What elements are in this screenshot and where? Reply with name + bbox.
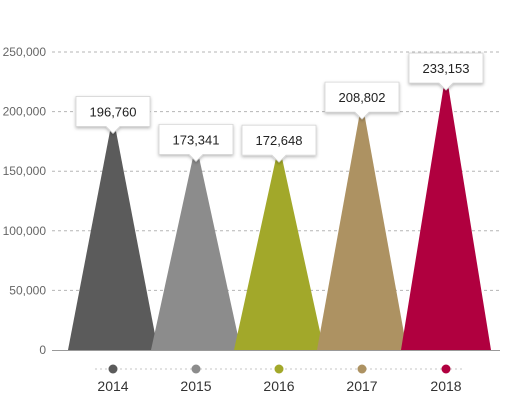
- data-label: 208,802: [339, 90, 386, 105]
- callout-box: [408, 52, 484, 91]
- y-tick-label: 250,000: [3, 45, 47, 59]
- x-tick-label: 2016: [263, 378, 294, 394]
- bar-2015: [151, 143, 241, 350]
- callout-box: [75, 96, 151, 135]
- category-marker: [108, 364, 118, 374]
- data-label-callout: 208,802: [324, 81, 400, 120]
- x-tick-label: 2017: [346, 378, 377, 394]
- category-marker: [441, 364, 451, 374]
- category-marker: [274, 364, 284, 374]
- y-axis-ticks: 0 50,000 100,000 150,000 200,000 250,000: [3, 45, 47, 357]
- data-label-callout: 233,153: [408, 52, 484, 91]
- category-marker: [191, 364, 201, 374]
- y-tick-label: 200,000: [3, 105, 47, 119]
- data-label: 233,153: [423, 61, 470, 76]
- y-tick-label: 150,000: [3, 164, 47, 178]
- bar-2017: [317, 101, 407, 350]
- bars: [68, 72, 491, 350]
- data-labels: 196,760 173,341 172,648 208,802 233,153: [75, 52, 484, 163]
- callout-box: [241, 124, 317, 163]
- data-label: 196,760: [90, 104, 137, 119]
- x-tick-label: 2014: [97, 378, 128, 394]
- y-tick-label: 100,000: [3, 224, 47, 238]
- data-label-callout: 196,760: [75, 96, 151, 135]
- y-tick-label: 50,000: [9, 283, 46, 297]
- callout-box: [324, 81, 400, 120]
- bar-2014: [68, 115, 158, 350]
- category-marker: [357, 364, 367, 374]
- x-tick-label: 2015: [180, 378, 211, 394]
- callout-box: [158, 123, 234, 162]
- bar-2018: [401, 72, 491, 350]
- data-label-callout: 172,648: [241, 124, 317, 163]
- bar-2016: [234, 144, 324, 350]
- y-tick-label: 0: [39, 343, 46, 357]
- x-axis: 2014 2015 2016 2017 2018: [52, 350, 500, 394]
- data-label-callout: 173,341: [158, 123, 234, 162]
- x-tick-label: 2018: [430, 378, 461, 394]
- data-label: 173,341: [173, 132, 220, 147]
- data-label: 172,648: [256, 133, 303, 148]
